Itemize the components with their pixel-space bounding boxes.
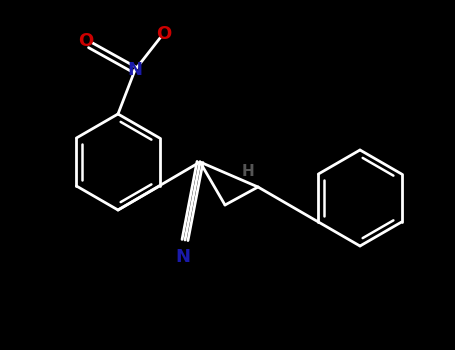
Text: O: O (157, 25, 172, 43)
Text: O: O (78, 32, 94, 50)
Text: N: N (176, 248, 191, 266)
Text: H: H (242, 164, 254, 180)
Text: N: N (127, 61, 142, 79)
